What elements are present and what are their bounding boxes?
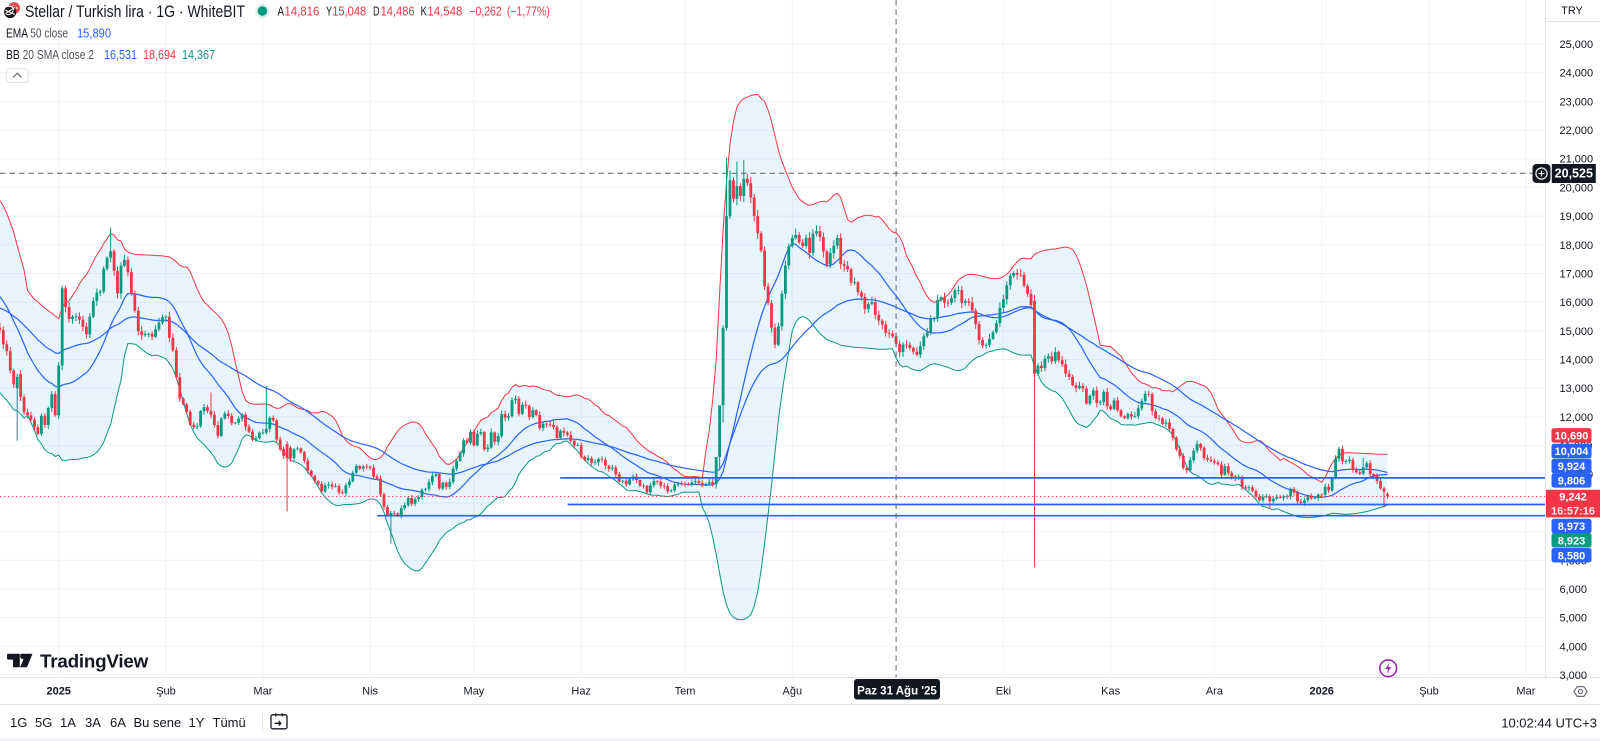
svg-text:Stellar / Turkish lira · 1G ·: Stellar / Turkish lira · 1G · WhiteBIT: [25, 2, 245, 21]
svg-text:16,000: 16,000: [1560, 297, 1594, 309]
svg-text:25,000: 25,000: [1560, 39, 1594, 51]
svg-text:−0,262: −0,262: [469, 5, 501, 19]
svg-text:14,367: 14,367: [182, 48, 215, 62]
svg-text:1Y: 1Y: [189, 715, 205, 730]
svg-text:Tem: Tem: [675, 686, 696, 698]
svg-text:EMA 50 close: EMA 50 close: [6, 27, 68, 41]
svg-text:Şub: Şub: [1419, 686, 1439, 698]
svg-text:Ağu: Ağu: [783, 686, 803, 698]
svg-text:22,000: 22,000: [1560, 125, 1594, 137]
svg-text:9,924: 9,924: [1558, 461, 1586, 473]
svg-text:14,548: 14,548: [427, 5, 462, 19]
svg-text:20,525: 20,525: [1555, 167, 1593, 181]
svg-text:16:57:16: 16:57:16: [1551, 505, 1595, 517]
svg-text:1A: 1A: [60, 715, 76, 730]
svg-text:6A: 6A: [110, 715, 126, 730]
svg-text:18,000: 18,000: [1560, 240, 1594, 252]
svg-text:D: D: [373, 5, 380, 19]
svg-text:8,923: 8,923: [1558, 535, 1586, 547]
svg-text:2025: 2025: [46, 686, 70, 698]
svg-text:1G: 1G: [10, 715, 27, 730]
svg-text:14,000: 14,000: [1560, 355, 1594, 367]
svg-text:12,000: 12,000: [1560, 412, 1594, 424]
svg-text:18,694: 18,694: [143, 48, 176, 62]
svg-text:Y: Y: [326, 5, 332, 19]
svg-text:5,000: 5,000: [1560, 613, 1588, 625]
svg-text:16,531: 16,531: [104, 48, 137, 62]
svg-text:BB 20 SMA close 2: BB 20 SMA close 2: [6, 48, 94, 62]
svg-text:Eki: Eki: [996, 686, 1011, 698]
svg-text:15,000: 15,000: [1560, 326, 1594, 338]
svg-text:8,580: 8,580: [1558, 550, 1586, 562]
svg-text:10,004: 10,004: [1555, 446, 1590, 458]
svg-text:3A: 3A: [85, 715, 101, 730]
svg-text:TradingView: TradingView: [40, 651, 149, 671]
svg-text:(−1,77%): (−1,77%): [507, 5, 550, 19]
svg-text:10,690: 10,690: [1555, 430, 1589, 442]
svg-text:Haz: Haz: [571, 686, 591, 698]
svg-text:14,486: 14,486: [381, 5, 415, 19]
svg-text:21,000: 21,000: [1560, 154, 1594, 166]
svg-text:A: A: [278, 5, 285, 19]
svg-text:Mar: Mar: [1516, 686, 1535, 698]
svg-text:May: May: [464, 686, 485, 698]
svg-text:19,000: 19,000: [1560, 211, 1594, 223]
svg-text:14,816: 14,816: [284, 5, 319, 19]
svg-text:23,000: 23,000: [1560, 96, 1594, 108]
svg-text:10:02:44 UTC+3: 10:02:44 UTC+3: [1501, 716, 1597, 731]
svg-text:13,000: 13,000: [1560, 383, 1594, 395]
svg-text:5G: 5G: [35, 715, 52, 730]
svg-text:Tümü: Tümü: [213, 715, 246, 730]
svg-text:9,242: 9,242: [1559, 492, 1587, 504]
svg-text:Şub: Şub: [156, 686, 176, 698]
svg-text:Paz 31 Ağu '25: Paz 31 Ağu '25: [857, 686, 937, 698]
svg-text:15,048: 15,048: [332, 5, 366, 19]
svg-text:4,000: 4,000: [1560, 641, 1588, 653]
svg-text:9,806: 9,806: [1558, 475, 1586, 487]
svg-text:2026: 2026: [1309, 686, 1333, 698]
svg-text:24,000: 24,000: [1560, 68, 1594, 80]
svg-text:6,000: 6,000: [1560, 584, 1588, 596]
svg-text:Kas: Kas: [1101, 686, 1120, 698]
svg-text:Nis: Nis: [362, 686, 378, 698]
svg-text:15,890: 15,890: [77, 27, 111, 41]
svg-text:Bu sene: Bu sene: [134, 715, 182, 730]
svg-text:17,000: 17,000: [1560, 269, 1594, 281]
svg-text:Ara: Ara: [1206, 686, 1224, 698]
svg-text:K: K: [421, 5, 428, 19]
svg-text:20,000: 20,000: [1560, 182, 1594, 194]
svg-text:3,000: 3,000: [1560, 670, 1588, 682]
svg-text:Mar: Mar: [253, 686, 272, 698]
svg-text:8,973: 8,973: [1558, 521, 1586, 533]
svg-text:TRY: TRY: [1561, 5, 1583, 17]
